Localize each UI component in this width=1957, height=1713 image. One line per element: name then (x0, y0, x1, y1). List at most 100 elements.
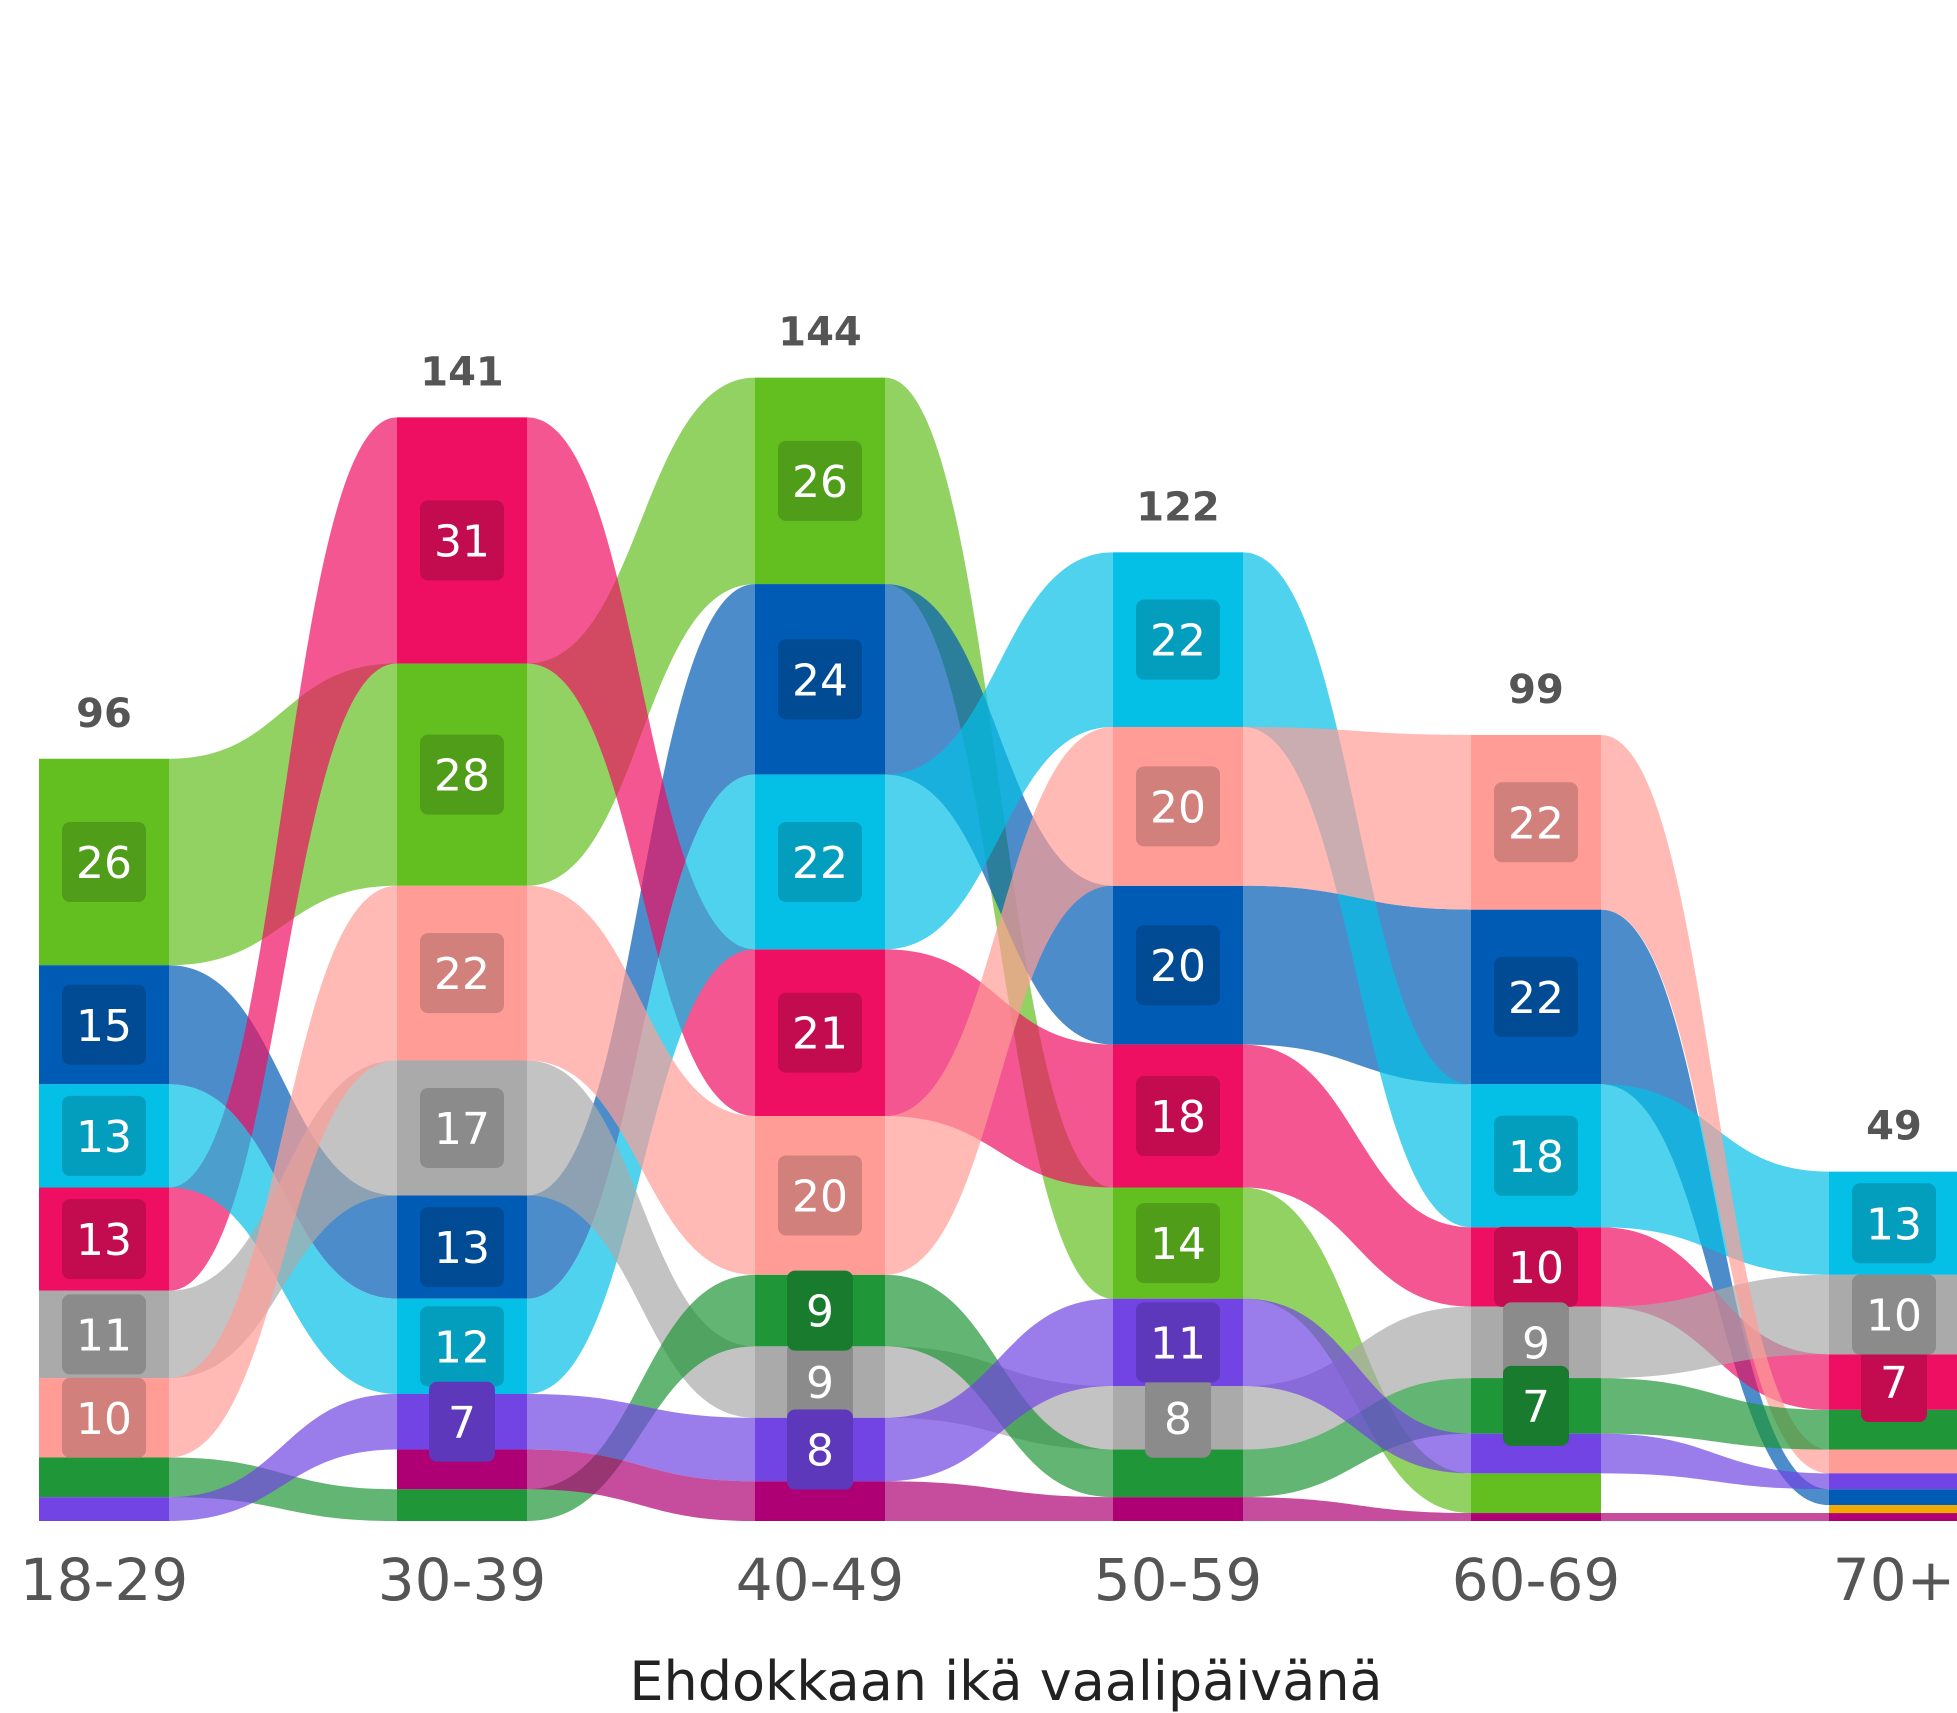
value-label-box (787, 1342, 853, 1423)
value-label-box (62, 1095, 146, 1176)
bar-segment (1829, 1513, 1957, 1521)
category-label: 60-69 (1452, 1546, 1621, 1614)
value-label: 7 (1522, 1382, 1550, 1433)
bar-segment (1829, 1449, 1957, 1474)
value-label-box (420, 933, 504, 1014)
value-label: 9 (806, 1287, 834, 1338)
value-label-box (1136, 1076, 1220, 1157)
value-label: 24 (792, 655, 848, 706)
flow-band (169, 885, 397, 1458)
bar-segment (39, 1497, 169, 1521)
value-label-box (420, 500, 504, 581)
value-label-box (1852, 1183, 1936, 1264)
value-label: 13 (76, 1112, 132, 1163)
value-label: 8 (1164, 1394, 1192, 1445)
value-label-box (62, 821, 146, 902)
flow-band (885, 727, 1113, 1275)
column-total: 141 (420, 349, 504, 395)
value-label-box (62, 1199, 146, 1280)
flow-band (885, 1481, 1113, 1521)
category-label: 50-59 (1094, 1546, 1263, 1614)
value-label: 18 (1508, 1132, 1564, 1183)
value-label-box (1136, 925, 1220, 1006)
x-axis-category-labels: 18-29 30-39 40-49 50-59 60-69 70+ (20, 1546, 1955, 1614)
column-total: 49 (1866, 1104, 1922, 1150)
flow-band (169, 1393, 397, 1521)
category-label: 30-39 (378, 1546, 547, 1614)
flow-bands (169, 377, 1829, 1521)
x-axis-title: Ehdokkaan ikä vaalipäivänä (629, 1650, 1382, 1713)
value-label-box (1136, 1302, 1220, 1383)
value-label: 22 (434, 949, 490, 1000)
value-label: 22 (1508, 798, 1564, 849)
flow-band (527, 1274, 755, 1521)
value-label: 13 (76, 1215, 132, 1266)
bar-segment (397, 1489, 527, 1521)
flow-band (1243, 1044, 1471, 1307)
value-label: 20 (792, 1171, 848, 1222)
flow-band (1601, 1378, 1829, 1450)
flow-band (527, 885, 755, 1275)
bar-segment (39, 1457, 169, 1498)
flow-band (169, 417, 397, 1291)
value-label: 20 (1150, 782, 1206, 833)
value-label-box (778, 821, 862, 902)
value-label-box (1861, 1342, 1927, 1423)
bar-segment (1829, 1489, 1957, 1506)
value-label-box (1494, 956, 1578, 1037)
value-label-box (1503, 1302, 1569, 1383)
category-label: 18-29 (20, 1546, 189, 1614)
flow-band (527, 377, 755, 886)
bar-segment (1113, 1497, 1243, 1521)
value-label-box (778, 1155, 862, 1236)
flow-band (1601, 734, 1829, 1474)
flow-band (527, 1393, 755, 1482)
value-label: 17 (434, 1104, 490, 1155)
value-label: 7 (1880, 1358, 1908, 1409)
value-label: 26 (792, 457, 848, 508)
value-label-box (1494, 1226, 1578, 1307)
value-label: 14 (1150, 1219, 1206, 1270)
category-label: 70+ (1833, 1546, 1955, 1614)
value-label: 9 (1522, 1318, 1550, 1369)
value-label-box (62, 1294, 146, 1375)
value-label: 22 (1150, 616, 1206, 667)
flow-band (1243, 1298, 1471, 1474)
flow-band (1243, 1378, 1471, 1498)
value-label-box (778, 992, 862, 1073)
bar-segment (1829, 1473, 1957, 1490)
value-label-box (429, 1381, 495, 1462)
flow-band (1601, 1274, 1829, 1379)
value-label: 13 (1866, 1199, 1922, 1250)
value-label-box (1494, 1115, 1578, 1196)
value-label: 12 (434, 1322, 490, 1373)
value-label: 28 (434, 751, 490, 802)
column-totals: 96 141 144 122 99 49 (76, 310, 1922, 1150)
value-label: 11 (1150, 1318, 1206, 1369)
value-label-box (1503, 1365, 1569, 1446)
value-label-box (787, 1409, 853, 1490)
bar-segment (1829, 1505, 1957, 1514)
bar-segment (1471, 1513, 1601, 1521)
value-label-box (778, 639, 862, 720)
value-label: 10 (1508, 1243, 1564, 1294)
value-labels: 26 28 26 14 15 13 24 20 22 13 31 21 18 10 7 13 12 22 22 18 1… (62, 440, 1936, 1490)
category-label: 40-49 (736, 1546, 905, 1614)
value-label: 20 (1150, 941, 1206, 992)
column-total: 99 (1508, 667, 1564, 713)
value-label: 22 (1508, 973, 1564, 1024)
column-total: 96 (76, 691, 132, 737)
value-label: 26 (76, 838, 132, 889)
value-label: 11 (76, 1310, 132, 1361)
value-label-box (1136, 766, 1220, 847)
value-label-box (420, 1306, 504, 1387)
value-label-box (62, 1377, 146, 1458)
flow-band (527, 1449, 755, 1521)
value-label-box (778, 440, 862, 521)
value-label-box (420, 1207, 504, 1288)
value-label-box (1852, 1274, 1936, 1355)
value-label: 22 (792, 838, 848, 889)
value-label: 10 (76, 1394, 132, 1445)
value-label: 7 (448, 1398, 476, 1449)
